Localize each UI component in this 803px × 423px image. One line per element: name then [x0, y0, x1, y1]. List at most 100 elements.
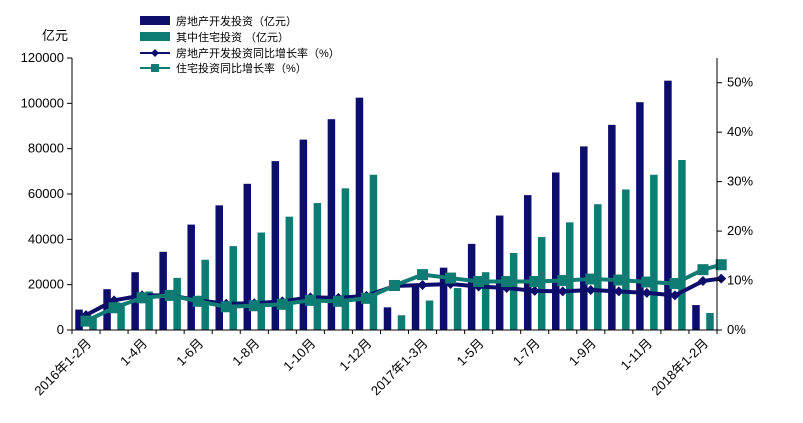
point-residential-growth — [529, 276, 541, 288]
right-tick-label: 30% — [727, 174, 753, 189]
right-tick-label: 50% — [727, 75, 753, 90]
point-total-growth — [585, 284, 596, 295]
bar-total-investment — [299, 139, 308, 330]
bar-residential-investment — [678, 160, 686, 330]
bar-total-investment — [75, 309, 83, 330]
left-tick-label: 20000 — [28, 277, 64, 292]
point-residential-growth — [108, 302, 120, 314]
bar-residential-investment — [229, 246, 237, 330]
right-tick-label: 20% — [727, 223, 753, 238]
bar-total-investment — [439, 267, 448, 330]
bar-total-investment — [383, 307, 392, 330]
point-residential-growth — [641, 276, 653, 288]
bar-total-investment — [327, 119, 336, 330]
bar-residential-investment — [397, 315, 406, 330]
bar-residential-investment — [706, 313, 714, 330]
legend-marker — [151, 64, 159, 72]
bar-total-investment — [552, 172, 560, 330]
bar-residential-investment — [341, 188, 350, 330]
point-residential-growth — [501, 276, 513, 288]
x-tick-label: 1-12月 — [336, 336, 374, 374]
point-total-growth — [529, 285, 540, 296]
bar-total-investment — [159, 251, 167, 330]
bar-total-investment — [523, 195, 532, 330]
bar-residential-investment — [89, 316, 97, 330]
point-residential-growth — [613, 274, 625, 286]
bar-total-investment — [664, 80, 672, 331]
right-tick-label: 0% — [727, 322, 746, 337]
point-residential-growth — [360, 292, 372, 304]
legend-label: 房地产开发投资（亿元） — [176, 14, 297, 28]
right-axis-ticks: 0% 10% 20% 30% 40% 50% — [717, 75, 753, 337]
bar-total-investment — [215, 205, 223, 330]
x-tick-label: 1-8月 — [229, 336, 262, 369]
legend: 房地产开发投资（亿元） 其中住宅投资 （亿元） 房地产开发投资同比增长率（%）住宅投… — [140, 14, 340, 75]
left-axis-ticks: 0 20000 40000 60000 80000 100000 120000 — [21, 50, 72, 337]
bar-residential-investment — [173, 277, 181, 330]
legend-swatch — [140, 16, 170, 25]
x-tick-label: 1-4月 — [117, 336, 150, 369]
left-tick-label: 60000 — [28, 186, 64, 201]
point-residential-growth — [389, 279, 400, 291]
bar-residential-investment — [453, 288, 462, 330]
point-residential-growth — [192, 295, 204, 307]
point-residential-growth — [417, 269, 429, 281]
bar-residential-investment — [594, 204, 602, 330]
bar-total-investment — [271, 161, 280, 330]
lines-layer — [80, 259, 727, 327]
point-total-growth — [669, 290, 680, 301]
bar-residential-investment — [117, 302, 125, 330]
x-tick-label: 2017年1-3月 — [368, 336, 431, 399]
bar-residential-investment — [313, 203, 322, 330]
bar-residential-investment — [257, 232, 266, 330]
legend-label: 其中住宅投资 （亿元） — [176, 30, 289, 44]
bar-total-investment — [243, 183, 252, 330]
x-tick-label: 1-11月 — [617, 336, 655, 374]
legend-label: 住宅投资同比增长率（%） — [176, 61, 307, 75]
point-residential-growth — [669, 278, 681, 290]
legend-swatch — [140, 32, 170, 41]
bar-total-investment — [187, 224, 195, 330]
x-tick-label: 1-7月 — [510, 336, 543, 369]
bar-total-investment — [636, 102, 644, 330]
bar-residential-investment — [425, 300, 434, 330]
x-tick-label: 1-5月 — [454, 336, 487, 369]
point-residential-growth — [332, 295, 344, 307]
x-tick-label: 1-10月 — [280, 336, 318, 374]
left-tick-label: 100000 — [21, 95, 64, 110]
bar-residential-investment — [509, 252, 518, 330]
point-residential-growth — [697, 264, 709, 276]
point-total-growth — [641, 287, 652, 298]
legend-label: 房地产开发投资同比增长率（%） — [176, 46, 340, 60]
bar-residential-investment — [537, 237, 546, 330]
bar-total-investment — [495, 215, 504, 330]
point-residential-growth — [80, 315, 92, 327]
bar-residential-investment — [201, 259, 209, 330]
x-axis-ticks: 2016年1-2月 1-4月 1-6月 1-8月 1-10月 1-12月2017年1-3月… — [31, 330, 718, 399]
point-residential-growth — [557, 275, 569, 287]
point-total-growth — [716, 273, 727, 284]
left-tick-label: 0 — [57, 322, 64, 337]
bar-total-investment — [608, 124, 616, 330]
bar-total-investment — [411, 284, 420, 330]
point-total-growth — [697, 276, 708, 287]
bar-residential-investment — [481, 272, 490, 330]
point-residential-growth — [445, 272, 457, 284]
point-residential-growth — [164, 289, 176, 301]
bar-total-investment — [692, 305, 700, 330]
point-residential-growth — [136, 292, 148, 304]
point-residential-growth — [715, 259, 727, 271]
left-tick-label: 80000 — [28, 141, 64, 156]
right-tick-label: 10% — [727, 273, 753, 288]
point-residential-growth — [585, 273, 597, 285]
x-tick-label: 1-9月 — [566, 336, 599, 369]
point-residential-growth — [220, 301, 232, 313]
x-tick-label: 1-6月 — [173, 336, 206, 369]
point-residential-growth — [473, 276, 485, 288]
point-total-growth — [557, 286, 568, 297]
legend-marker — [151, 49, 159, 57]
bar-residential-investment — [622, 189, 630, 330]
bar-total-investment — [355, 97, 364, 331]
